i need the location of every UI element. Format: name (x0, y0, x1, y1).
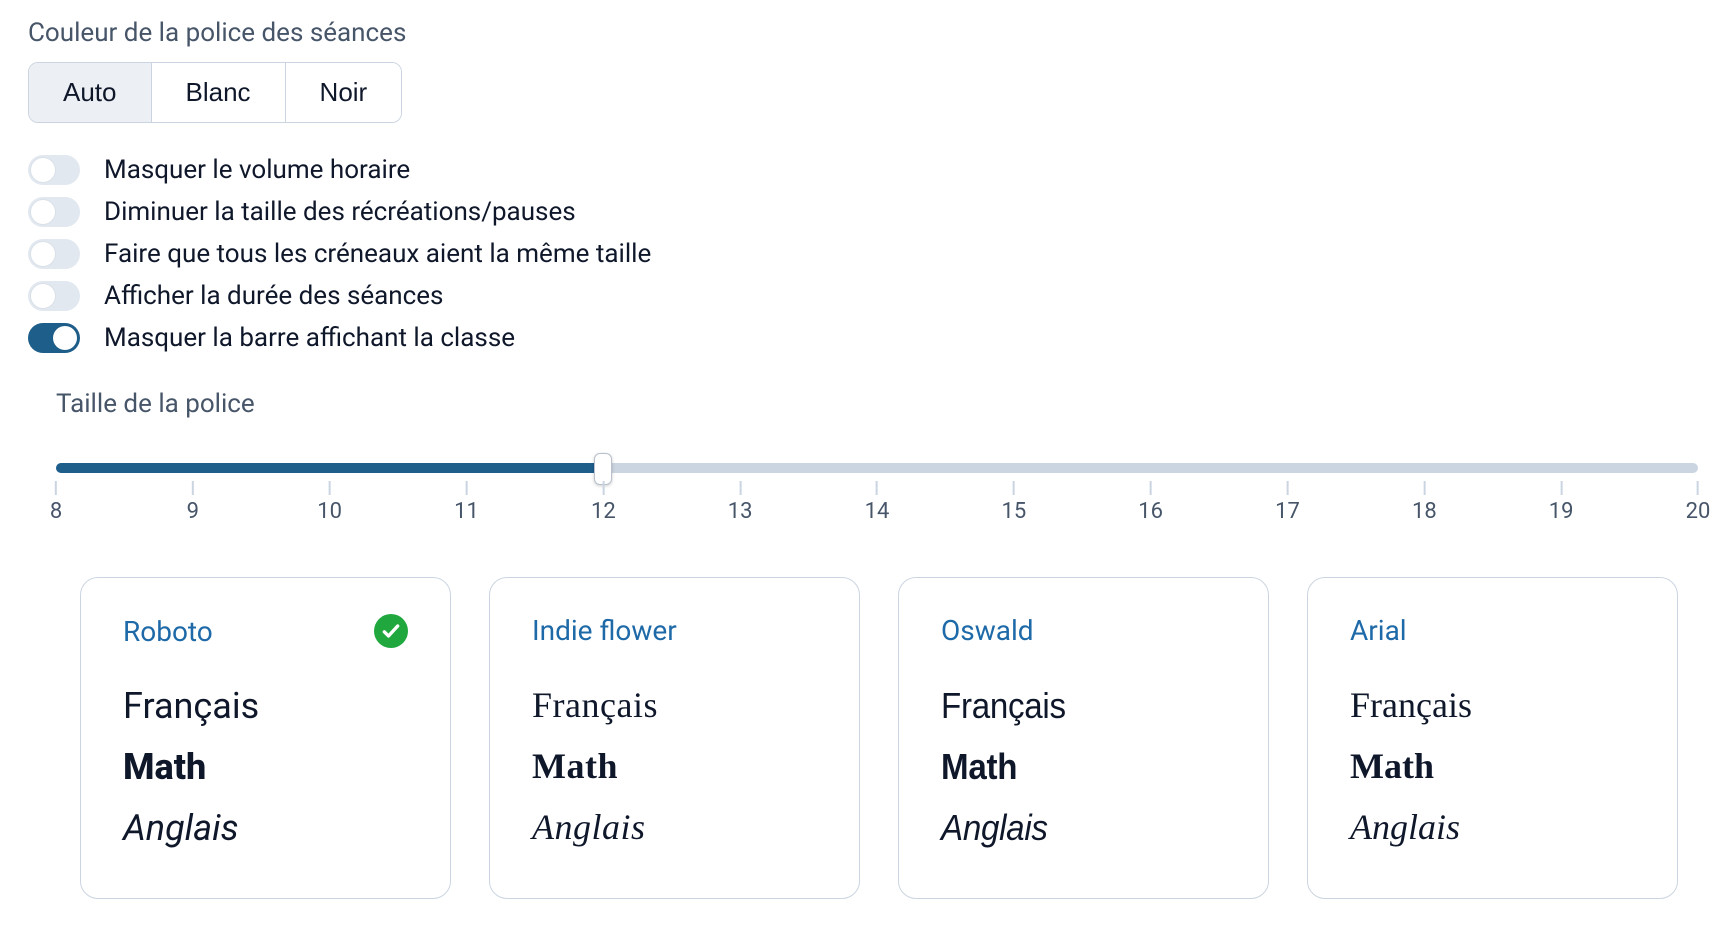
toggle-knob (31, 200, 55, 224)
font-sample-line-2: Math (1350, 736, 1635, 797)
toggle-label: Masquer le volume horaire (104, 155, 410, 185)
font-card-header: Indie flower (532, 614, 817, 647)
font-sample-line-3: Anglais (123, 798, 408, 859)
font-sample-line-1: Français (941, 675, 1203, 736)
slider-tick-mark (1423, 481, 1425, 495)
font-card-title: Roboto (123, 615, 213, 648)
font-card-roboto[interactable]: Roboto FrançaisMathAnglais (80, 577, 451, 899)
font-color-section-label: Couleur de la police des séances (28, 18, 1698, 48)
font-sample: FrançaisMathAnglais (123, 676, 408, 860)
slider-tick-label: 19 (1549, 499, 1574, 524)
slider-tick: 14 (865, 481, 890, 524)
toggle-label: Masquer la barre affichant la classe (104, 323, 515, 353)
font-sample-line-1: Français (123, 676, 408, 737)
font-sample: FrançaisMathAnglais (532, 675, 817, 859)
slider-tick-label: 14 (865, 499, 890, 524)
slider-tick-label: 11 (454, 499, 479, 524)
slider-tick-label: 10 (317, 499, 342, 524)
slider-tick: 17 (1275, 481, 1300, 524)
slider-tick-mark (876, 481, 878, 495)
slider-tick-mark (1560, 481, 1562, 495)
slider-tick-mark (1150, 481, 1152, 495)
slider-tick-label: 13 (728, 499, 753, 524)
toggle-knob (31, 242, 55, 266)
font-color-segmented: AutoBlancNoir (28, 62, 402, 123)
font-cards: RobotoFrançaisMathAnglaisIndie flowerFra… (28, 577, 1698, 899)
slider-fill (56, 463, 603, 473)
slider-tick-mark (1286, 481, 1288, 495)
font-sample-line-1: Français (1350, 675, 1635, 736)
slider-tick-label: 16 (1138, 499, 1163, 524)
toggle-knob (31, 284, 55, 308)
slider-tick: 9 (187, 481, 199, 524)
slider-tick: 12 (591, 481, 616, 524)
toggle-row: Diminuer la taille des récréations/pause… (28, 197, 1698, 227)
font-sample-line-3: Anglais (941, 797, 1203, 858)
font-card-oswald[interactable]: Oswald FrançaisMathAnglais (898, 577, 1269, 899)
font-sample-line-3: Anglais (1350, 797, 1635, 858)
slider-tick-mark (55, 481, 57, 495)
font-card-arial[interactable]: Arial FrançaisMathAnglais (1307, 577, 1678, 899)
slider-tick: 18 (1412, 481, 1437, 524)
slider-tick: 8 (50, 481, 62, 524)
slider-tick: 20 (1686, 481, 1711, 524)
toggle-knob (53, 326, 77, 350)
toggle-list: Masquer le volume horaire Diminuer la tai… (28, 155, 1698, 353)
check-icon (374, 614, 408, 648)
font-card-header: Oswald (941, 614, 1226, 647)
slider-tick-mark (739, 481, 741, 495)
font-size-label: Taille de la police (56, 389, 1698, 419)
toggle-row: Faire que tous les créneaux aient la mêm… (28, 239, 1698, 269)
font-sample: FrançaisMathAnglais (941, 675, 1226, 859)
font-card-title: Arial (1350, 614, 1407, 647)
slider-tick-mark (1013, 481, 1015, 495)
slider-tick-mark (192, 481, 194, 495)
font-sample-line-2: Math (532, 736, 817, 797)
toggle-label: Diminuer la taille des récréations/pause… (104, 197, 576, 227)
font-color-option-auto[interactable]: Auto (29, 63, 152, 122)
font-sample: FrançaisMathAnglais (1350, 675, 1635, 859)
toggle-row: Afficher la durée des séances (28, 281, 1698, 311)
slider-tick-label: 18 (1412, 499, 1437, 524)
font-size-slider[interactable]: 891011121314151617181920 (56, 447, 1698, 527)
toggle-row: Masquer le volume horaire (28, 155, 1698, 185)
slider-tick: 15 (1001, 481, 1026, 524)
slider-tick-label: 20 (1686, 499, 1711, 524)
toggle-switch[interactable] (28, 323, 80, 353)
toggle-switch[interactable] (28, 239, 80, 269)
slider-tick-mark (465, 481, 467, 495)
toggle-switch[interactable] (28, 155, 80, 185)
font-card-header: Roboto (123, 614, 408, 648)
font-color-option-noir[interactable]: Noir (286, 63, 402, 122)
font-sample-line-2: Math (941, 736, 1203, 797)
slider-tick: 13 (728, 481, 753, 524)
font-card-header: Arial (1350, 614, 1635, 647)
toggle-label: Faire que tous les créneaux aient la mêm… (104, 239, 651, 269)
toggle-row: Masquer la barre affichant la classe (28, 323, 1698, 353)
slider-tick: 19 (1549, 481, 1574, 524)
toggle-knob (31, 158, 55, 182)
slider-tick: 11 (454, 481, 479, 524)
slider-tick-mark (602, 481, 604, 495)
font-card-title: Indie flower (532, 614, 677, 647)
slider-tick-label: 12 (591, 499, 616, 524)
slider-tick-label: 17 (1275, 499, 1300, 524)
toggle-switch[interactable] (28, 197, 80, 227)
slider-tick: 10 (317, 481, 342, 524)
toggle-label: Afficher la durée des séances (104, 281, 443, 311)
font-sample-line-3: Anglais (532, 797, 817, 858)
slider-tick-label: 15 (1001, 499, 1026, 524)
slider-tick-mark (329, 481, 331, 495)
font-color-option-blanc[interactable]: Blanc (152, 63, 286, 122)
slider-tick-mark (1697, 481, 1699, 495)
font-card-title: Oswald (941, 614, 1034, 647)
slider-tick-label: 9 (187, 499, 199, 524)
slider-ticks: 891011121314151617181920 (56, 481, 1698, 527)
slider-tick: 16 (1138, 481, 1163, 524)
font-sample-line-2: Math (123, 737, 408, 798)
toggle-switch[interactable] (28, 281, 80, 311)
slider-tick-label: 8 (50, 499, 62, 524)
font-sample-line-1: Français (532, 675, 817, 736)
font-card-indie-flower[interactable]: Indie flower FrançaisMathAnglais (489, 577, 860, 899)
